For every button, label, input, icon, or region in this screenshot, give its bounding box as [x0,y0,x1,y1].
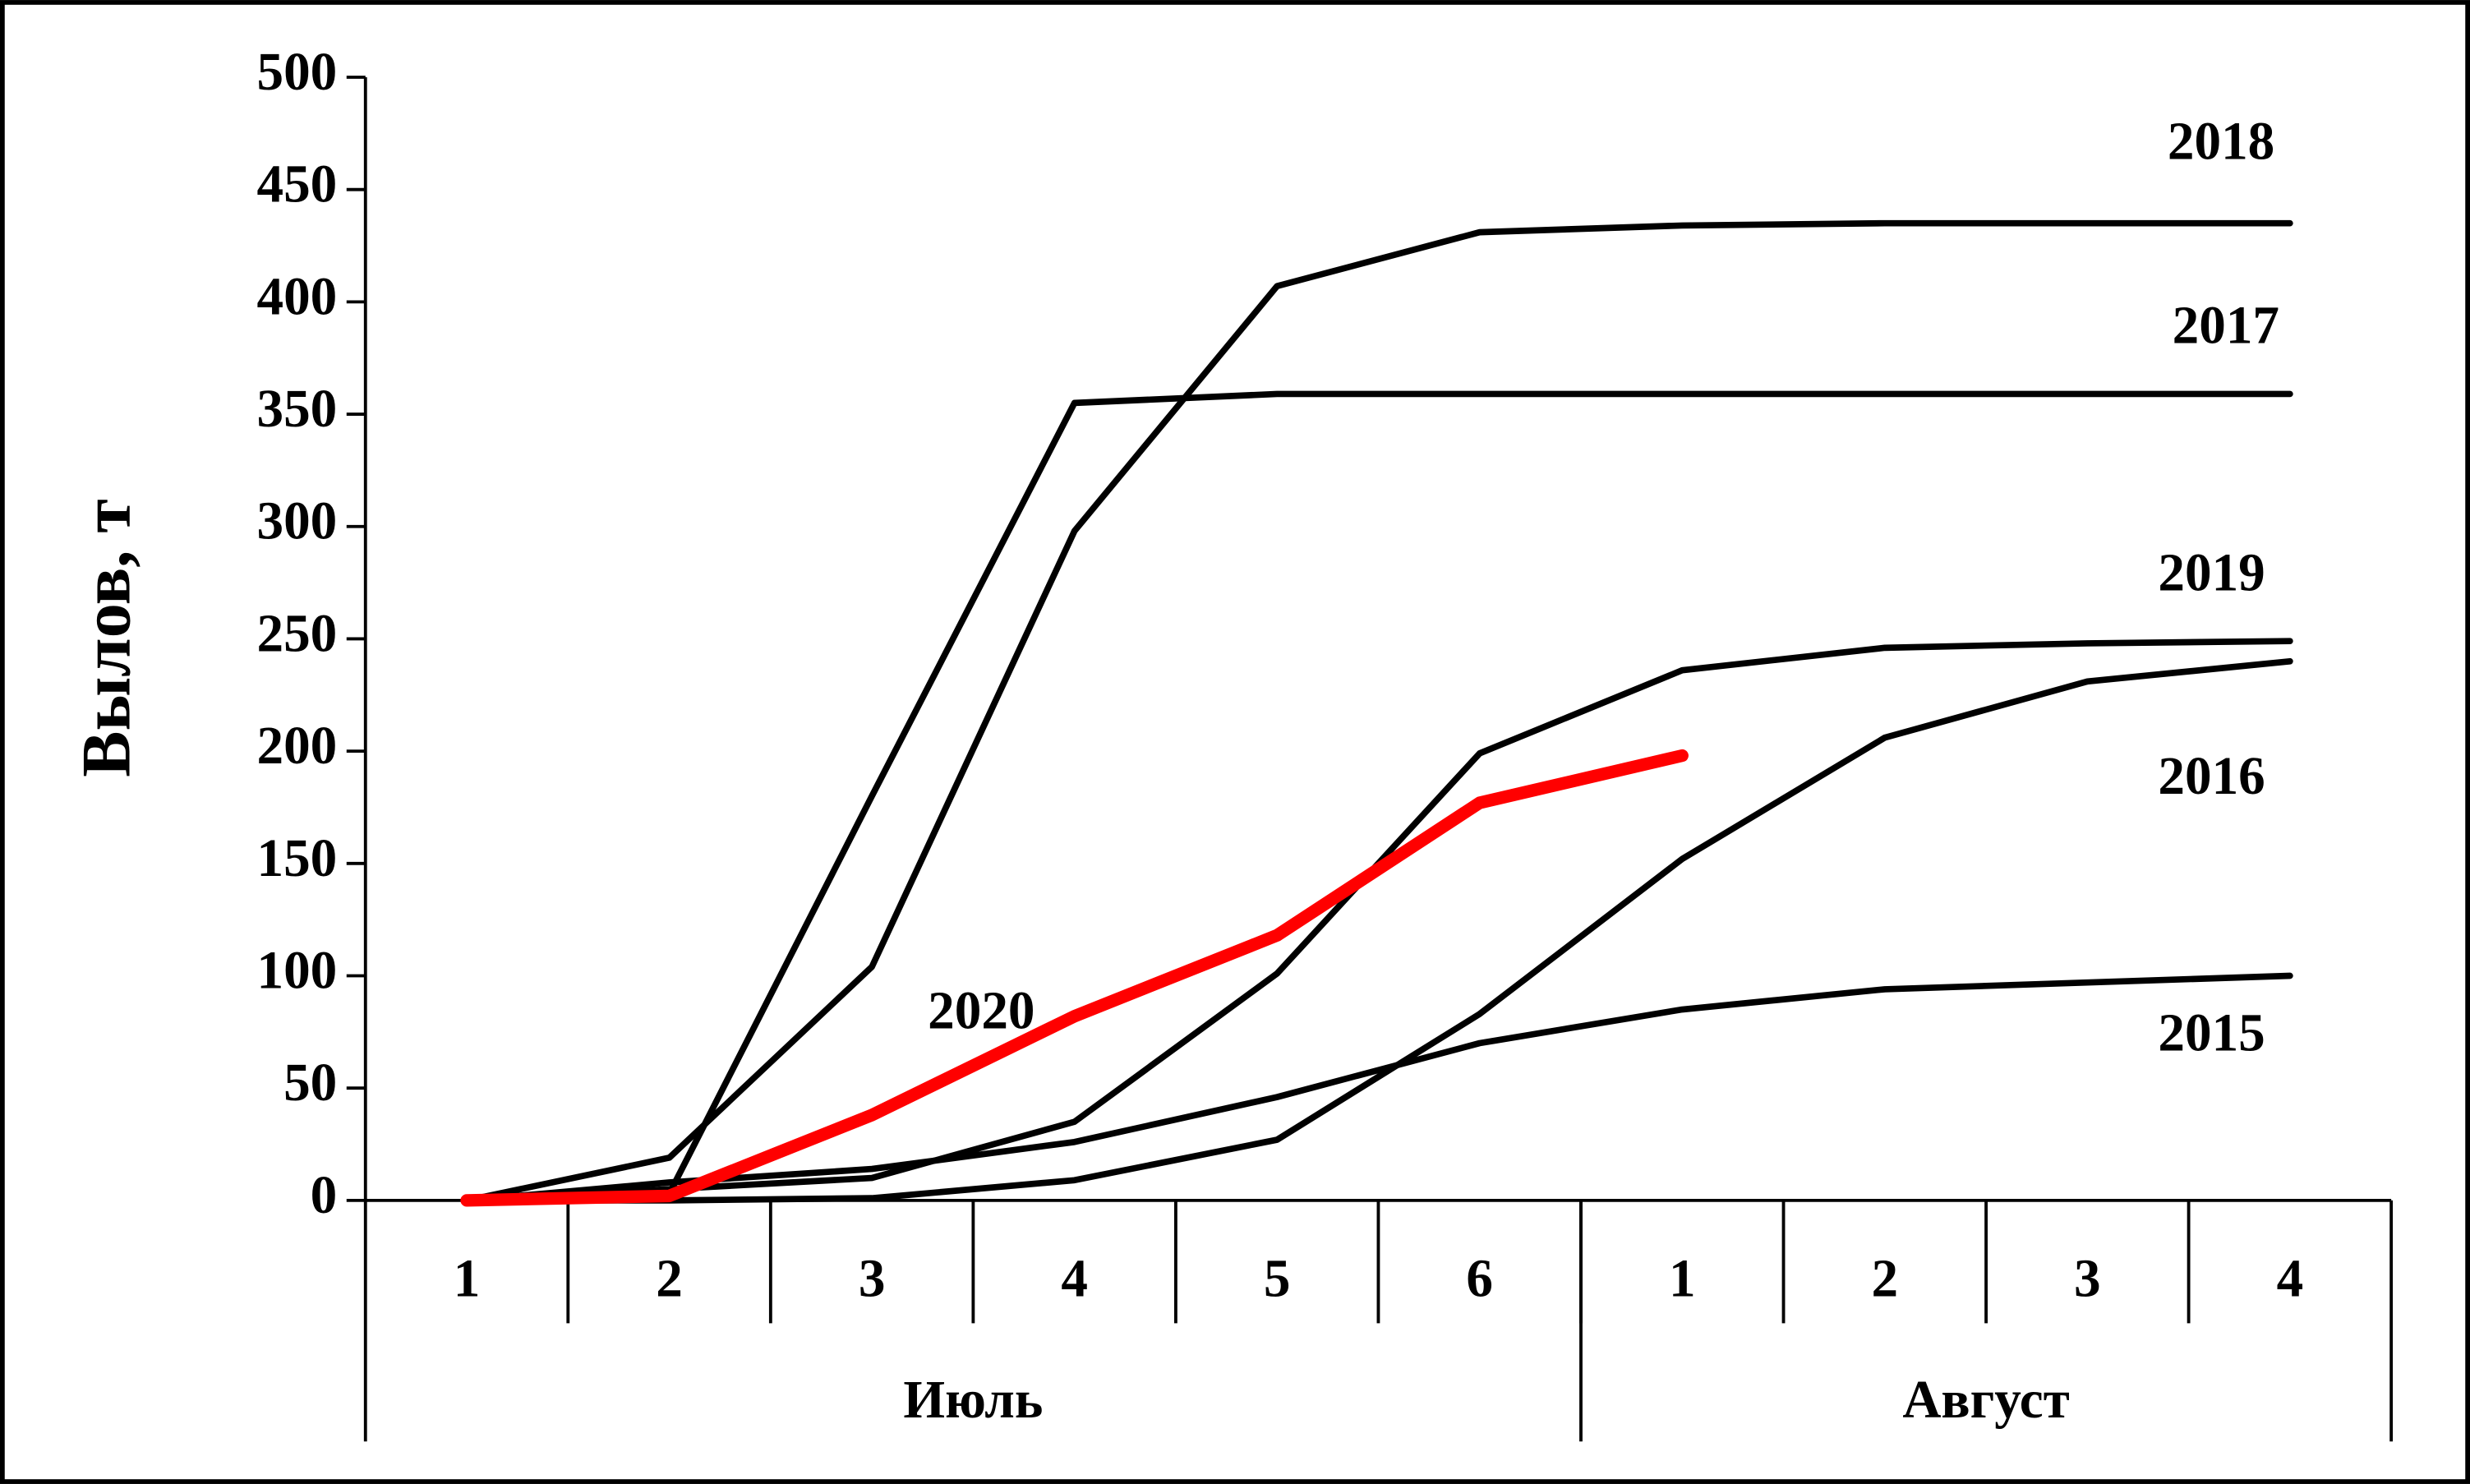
y-tick-label: 300 [256,492,337,551]
y-tick-label: 100 [256,941,337,1000]
y-tick-label: 50 [283,1053,337,1113]
x-tick-label: 4 [1061,1249,1088,1308]
y-tick-label: 350 [256,380,337,439]
x-tick-label: 2 [1872,1249,1899,1308]
x-tick-label: 3 [2074,1249,2101,1308]
x-tick-label: 5 [1264,1249,1291,1308]
series-line [460,749,1689,1207]
x-tick-label: 1 [1669,1249,1696,1308]
series-line [463,390,2293,1204]
series-label: 2019 [2158,544,2265,603]
x-tick-label: 2 [656,1249,683,1308]
y-tick-label: 0 [311,1166,338,1225]
series-label: 2015 [2158,1003,2265,1062]
group-label: Июль [903,1371,1043,1430]
series-line [463,657,2293,1204]
y-tick-label: 400 [256,267,337,326]
x-tick-label: 6 [1466,1249,1493,1308]
y-tick-label: 150 [256,829,337,888]
y-axis-label: Вылов, т [68,499,145,777]
series-label: 2020 [928,982,1035,1041]
series-line [463,972,2293,1204]
x-tick-label: 3 [859,1249,886,1308]
series-line [463,219,2293,1204]
group-label: Август [1902,1371,2069,1430]
series-label: 2016 [2158,747,2265,806]
x-tick-label: 4 [2277,1249,2304,1308]
y-tick-label: 450 [256,155,337,214]
x-tick-label: 1 [454,1249,481,1308]
y-tick-label: 200 [256,717,337,776]
series-label: 2017 [2173,297,2279,356]
y-tick-label: 500 [256,43,337,102]
y-tick-label: 250 [256,604,337,663]
series-label: 2018 [2168,112,2274,171]
